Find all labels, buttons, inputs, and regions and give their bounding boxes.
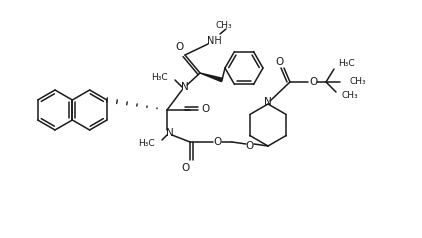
Text: O: O <box>214 137 222 147</box>
Text: O: O <box>176 42 184 52</box>
Text: O: O <box>182 163 190 173</box>
Text: CH₃: CH₃ <box>342 91 359 100</box>
Text: N: N <box>264 97 272 107</box>
Text: O: O <box>276 57 284 67</box>
Text: H₃C: H₃C <box>138 139 155 149</box>
Text: O: O <box>201 104 209 114</box>
Text: H₃C: H₃C <box>338 60 354 69</box>
Text: CH₃: CH₃ <box>350 78 367 86</box>
Text: O: O <box>246 141 254 151</box>
Text: N: N <box>181 82 189 92</box>
Text: H₃C: H₃C <box>151 73 168 81</box>
Text: O: O <box>309 77 317 87</box>
Text: NH: NH <box>207 36 222 46</box>
Text: N: N <box>166 128 174 138</box>
Polygon shape <box>200 73 222 82</box>
Text: CH₃: CH₃ <box>216 21 233 30</box>
